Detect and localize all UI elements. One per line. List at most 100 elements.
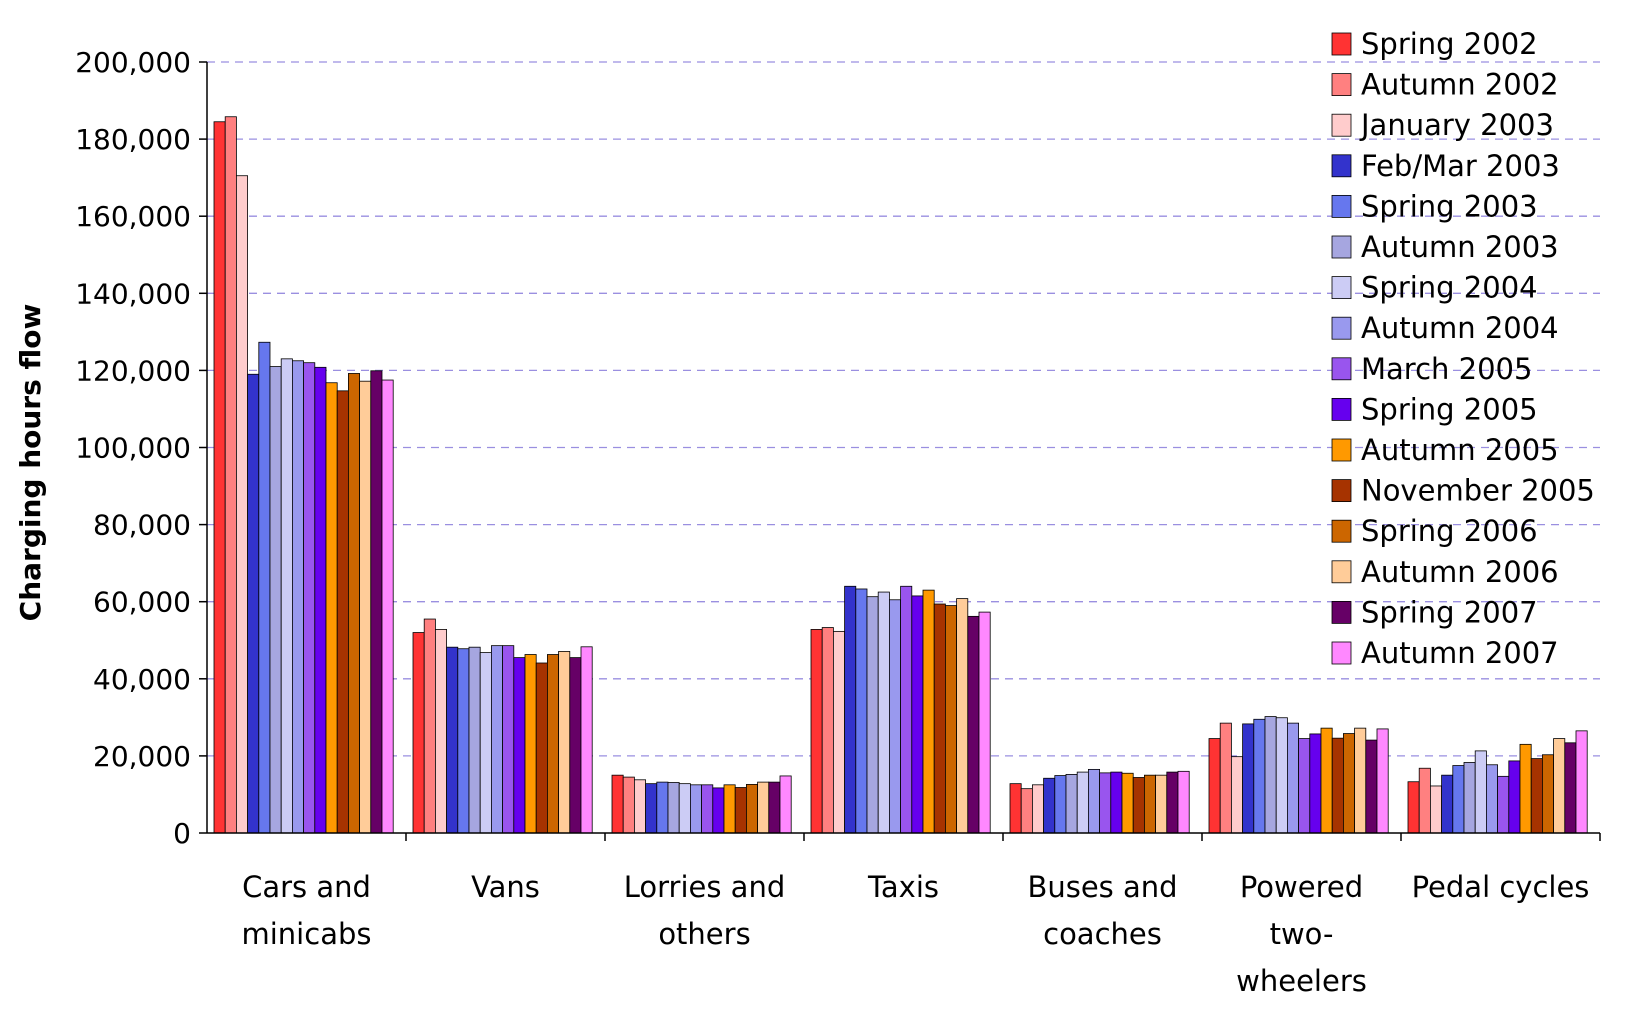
bar [1219,722,1232,834]
bar [645,783,658,834]
y-tick-label: 80,000 [93,509,191,542]
y-tick-label: 60,000 [93,586,191,619]
bar [1253,718,1266,834]
bar [701,784,714,834]
bar [678,783,691,834]
bar [821,627,834,834]
bar [1009,783,1022,834]
bar [1309,733,1322,834]
bar [558,651,571,834]
bar [1121,772,1134,834]
bar [291,360,304,834]
bar [1076,771,1089,834]
bar [1331,737,1344,834]
bar [1474,750,1487,834]
bar [667,782,680,834]
bar [1155,774,1168,834]
bar [1376,728,1389,834]
legend-swatch [1331,154,1352,178]
bar [1144,774,1157,834]
bar [1231,756,1244,834]
bar [1208,738,1221,834]
legend-label: Autumn 2005 [1361,433,1559,467]
bar [524,654,537,834]
bar [1177,770,1190,834]
bar [479,652,492,834]
legend-label: Autumn 2004 [1361,311,1559,345]
bar [1463,762,1476,834]
legend-label: Autumn 2003 [1361,230,1559,264]
legend-label: Spring 2005 [1361,392,1538,426]
bar [933,603,946,834]
bar [381,379,394,834]
bar [1264,716,1277,834]
legend-label: Spring 2004 [1361,271,1538,305]
bar [446,646,459,834]
legend-label: January 2003 [1359,108,1554,142]
bar [622,776,635,834]
legend-swatch [1331,316,1352,340]
y-tick-label: 180,000 [75,123,191,156]
bar [967,615,980,834]
y-tick-label: 20,000 [93,740,191,773]
bar [347,373,360,834]
bar [723,784,736,834]
bar [1542,754,1555,834]
legend-swatch [1331,194,1352,218]
legend-swatch [1331,641,1352,665]
y-tick-label: 0 [173,817,191,850]
legend-label: Autumn 2002 [1361,68,1559,102]
bar [1441,774,1454,834]
bar [303,362,316,834]
bar [900,585,913,834]
bar [235,175,248,834]
bar [1020,788,1033,834]
bar [1298,738,1311,834]
x-category-label: two- [1270,917,1334,951]
legend-swatch [1331,32,1352,56]
x-category-labels: Cars and minicabs Vans Lorries and others Tax… [242,833,1601,998]
y-tick-label: 200,000 [75,46,191,79]
bar [336,390,349,834]
legend-label: Autumn 2007 [1361,636,1559,670]
legend-swatch [1331,73,1352,96]
legend-label: Spring 2002 [1361,27,1538,61]
legend-swatch [1331,276,1352,300]
bar [502,645,515,834]
bar [877,591,890,834]
bar [490,645,503,834]
legend-label: Autumn 2006 [1361,555,1559,589]
x-category-label: Buses and [1027,870,1177,904]
legend-swatch [1331,438,1352,462]
x-category-label: Pedal cycles [1412,870,1590,904]
bar [922,589,935,834]
bar [280,358,293,834]
y-tick-label: 140,000 [75,277,191,310]
x-category-label: wheelers [1236,964,1367,998]
bar [1065,774,1078,834]
bar [359,380,372,834]
bar [580,646,593,834]
bar [1530,758,1543,834]
x-category-label: Taxis [867,870,939,904]
bar [1519,743,1532,834]
bar [213,121,226,834]
y-axis-label: Charging hours flow [14,304,47,622]
legend-label: Spring 2003 [1361,189,1538,223]
bar [1343,733,1356,834]
bar [1553,738,1566,834]
bar [314,366,327,834]
bar [611,774,624,834]
bar [690,784,703,834]
x-category-label: minicabs [242,917,372,951]
bar [855,588,868,834]
bar [1099,772,1112,834]
y-tick-label: 40,000 [93,663,191,696]
bar [712,787,725,834]
bar [1564,742,1577,834]
legend-swatch [1331,357,1352,381]
bar [457,648,470,834]
bar [1054,775,1067,834]
x-category-label: Vans [471,870,540,904]
